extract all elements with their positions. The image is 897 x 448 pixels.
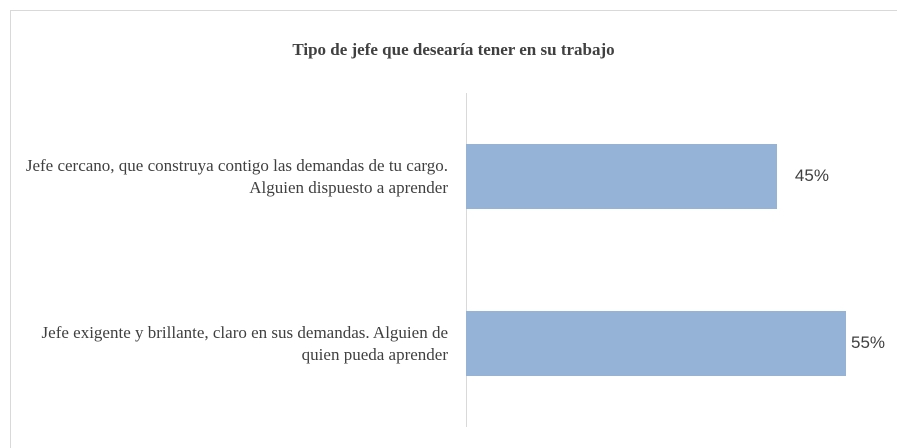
category-label: Jefe exigente y brillante, claro en sus … (41, 322, 448, 364)
chart-frame (10, 10, 897, 448)
value-label: 45% (794, 165, 829, 185)
chart-title: Tipo de jefe que desearía tener en su tr… (292, 40, 615, 59)
category-axis (466, 93, 467, 427)
value-label: 55% (851, 332, 886, 352)
bar (466, 311, 846, 376)
category-label: Jefe cercano, que construya contigo las … (25, 155, 448, 197)
bar (466, 144, 777, 209)
